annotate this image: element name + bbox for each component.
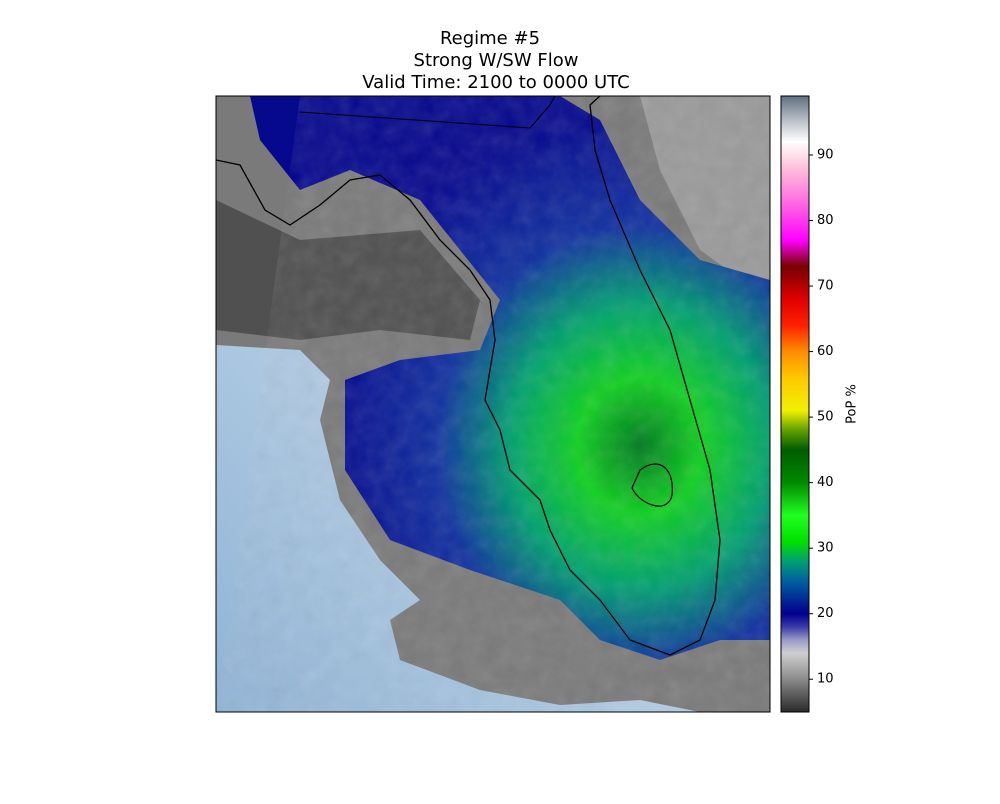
colorbar-tick-label: 60 bbox=[817, 344, 834, 359]
colorbar-tick-label: 10 bbox=[817, 672, 834, 687]
colorbar-tick-label: 50 bbox=[817, 410, 834, 425]
title-line: Valid Time: 2100 to 0000 UTC bbox=[362, 72, 629, 93]
lake-okeechobee bbox=[631, 463, 673, 507]
colorbar: PoP % 10 20 30 40 50 60 70 80 90 bbox=[780, 95, 860, 713]
colorbar-tick-label: 40 bbox=[817, 475, 834, 490]
coastline bbox=[216, 96, 721, 656]
colorbar-tick-label: 80 bbox=[817, 213, 834, 228]
texture bbox=[216, 96, 770, 712]
colorbar-tick-label: 30 bbox=[817, 541, 834, 556]
state-border bbox=[299, 96, 556, 129]
colorbar-tick-label: 70 bbox=[817, 279, 834, 294]
map bbox=[216, 96, 770, 712]
title-line: Regime #5 bbox=[440, 28, 540, 49]
colorbar-tick-label: 20 bbox=[817, 606, 834, 621]
colorbar-label: PoP % bbox=[845, 384, 860, 424]
title-line: Strong W/SW Flow bbox=[414, 50, 579, 71]
map-frame bbox=[215, 95, 771, 713]
colorbar-tick-label: 90 bbox=[817, 147, 834, 162]
colorbar-box bbox=[780, 95, 810, 713]
